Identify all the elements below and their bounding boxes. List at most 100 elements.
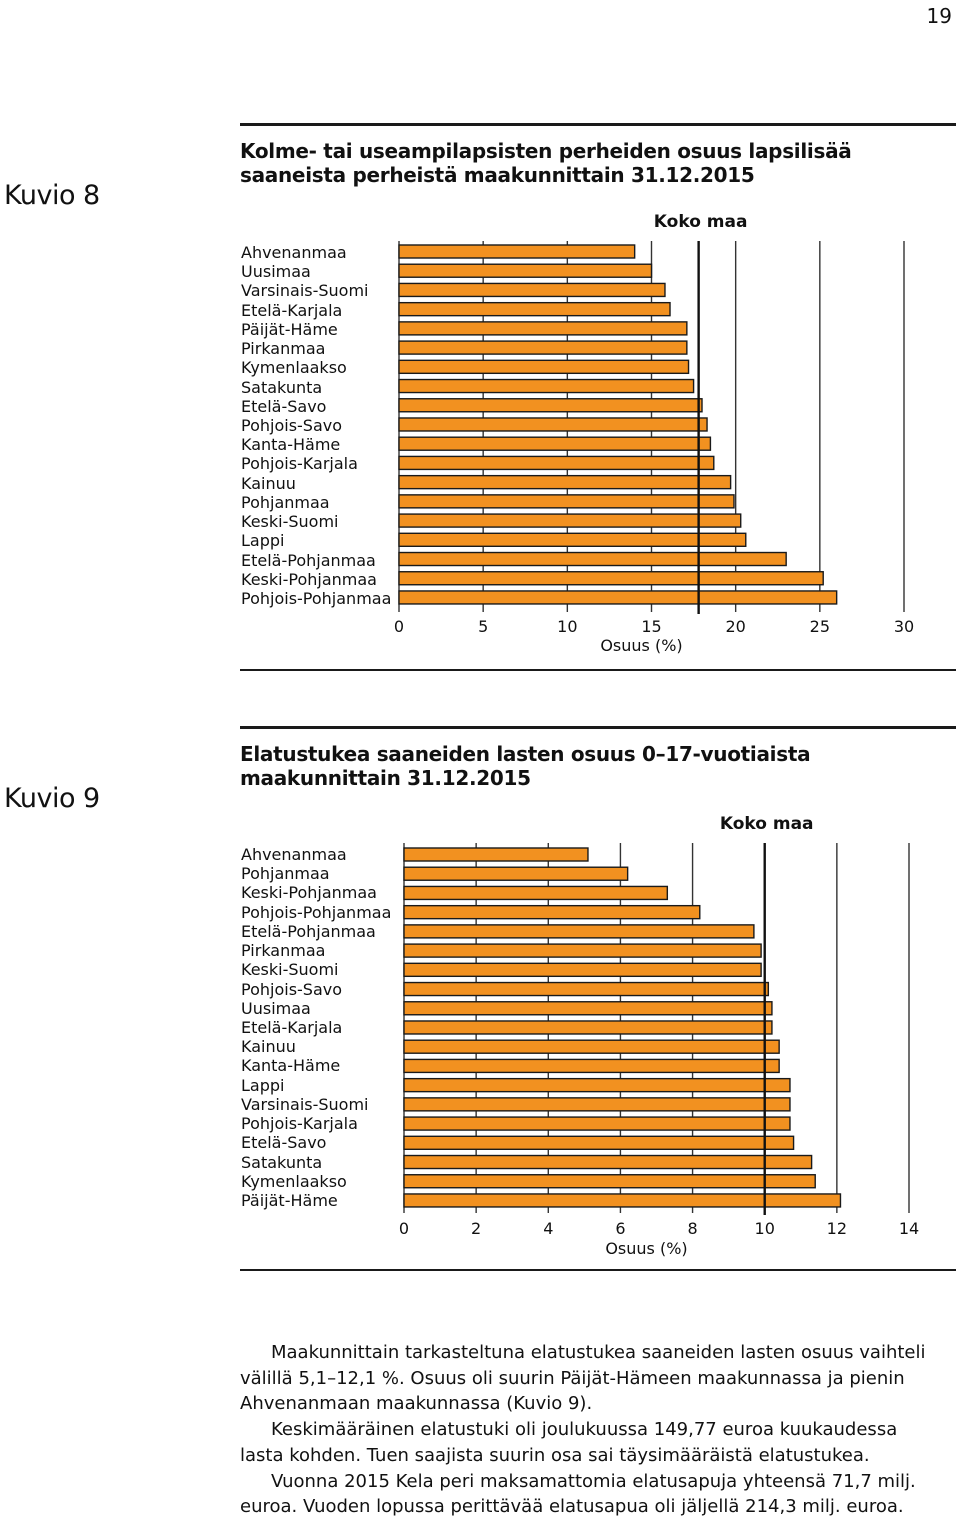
category-label: Etelä-Savo — [241, 1133, 327, 1153]
page-number: 19 — [926, 4, 952, 28]
category-label: Kainuu — [241, 1037, 296, 1057]
category-label: Pohjois-Pohjanmaa — [241, 588, 392, 608]
category-label: Etelä-Savo — [241, 396, 327, 416]
category-label: Kanta-Häme — [241, 1056, 341, 1076]
figure-8-title: Kolme- tai useampilapsisten perheiden os… — [240, 139, 852, 187]
bar — [403, 1097, 791, 1112]
category-label: Ahvenanmaa — [241, 243, 347, 262]
bar — [403, 885, 669, 901]
x-tick-label: 8 — [687, 1219, 697, 1238]
category-label: Pohjanmaa — [241, 492, 330, 512]
x-tick-label: 10 — [755, 1219, 775, 1238]
x-tick-label: 4 — [543, 1219, 553, 1238]
bar — [398, 378, 695, 394]
figure-8-label: Kuvio 8 — [4, 180, 100, 211]
reference-line-label: Koko maa — [720, 814, 814, 834]
bar — [403, 943, 762, 958]
bar — [403, 981, 770, 997]
bar — [403, 904, 701, 920]
category-label: Keski-Suomi — [241, 960, 339, 980]
category-label: Kainuu — [241, 473, 296, 493]
category-label: Keski-Suomi — [241, 512, 339, 532]
x-axis-label: Osuus (%) — [600, 636, 682, 655]
category-label: Pirkanmaa — [241, 941, 326, 961]
bar — [403, 1193, 842, 1208]
bar — [403, 1116, 791, 1131]
category-label: Lappi — [241, 531, 285, 551]
bar — [398, 436, 712, 451]
category-label: Etelä-Pohjanmaa — [241, 921, 376, 941]
x-tick-label: 25 — [810, 617, 830, 636]
category-label: Päijät-Häme — [241, 1190, 338, 1210]
bar — [403, 1058, 780, 1074]
category-label: Lappi — [241, 1075, 285, 1095]
bar — [403, 924, 755, 939]
category-label: Satakunta — [241, 377, 323, 397]
bar — [403, 1077, 791, 1093]
bar — [398, 494, 735, 509]
figure-8-bottom-rule — [240, 669, 956, 671]
category-label: Keski-Pohjanmaa — [241, 569, 377, 589]
x-tick-label: 20 — [725, 617, 745, 636]
category-label: Kymenlaakso — [241, 358, 347, 378]
bar — [398, 340, 688, 355]
bar — [403, 1174, 816, 1189]
figure-8-category-labels: Ahvenanmaa Uusimaa Varsinais-Suomi Etelä-Ka… — [241, 243, 391, 608]
bar — [398, 282, 666, 298]
figure-9-chart: 0 2 4 6 8 10 12 14 Koko maa Osuus (%) — [399, 814, 919, 1258]
bar — [398, 513, 742, 528]
category-label: Satakunta — [241, 1152, 323, 1172]
bar — [398, 244, 636, 259]
bar — [403, 847, 589, 862]
category-label: Keski-Pohjanmaa — [241, 883, 377, 903]
category-label: Kanta-Häme — [241, 435, 341, 455]
x-tick-label: 0 — [394, 617, 404, 636]
paragraph-2: Keskimääräinen elatustuki oli joulukuuss… — [240, 1419, 898, 1466]
x-tick-label: 5 — [478, 617, 488, 636]
category-label: Pohjanmaa — [241, 864, 330, 884]
bar — [398, 359, 690, 375]
bar — [398, 455, 715, 471]
x-axis-label: Osuus (%) — [605, 1239, 687, 1258]
reference-line-label: Koko maa — [654, 212, 748, 232]
bar — [398, 551, 787, 567]
category-label: Ahvenanmaa — [241, 845, 347, 864]
paragraph-3: Vuonna 2015 Kela peri maksamattomia elat… — [240, 1470, 916, 1518]
category-label: Uusimaa — [241, 262, 311, 282]
x-tick-label: 0 — [399, 1219, 409, 1238]
category-label: Etelä-Karjala — [241, 1017, 343, 1037]
body-text: Maakunnittain tarkasteltuna elatustukea … — [240, 1340, 940, 1520]
figure-9-bottom-rule — [240, 1269, 956, 1271]
bar — [403, 1039, 780, 1054]
x-tick-label: 6 — [615, 1219, 625, 1238]
bar — [403, 1154, 813, 1170]
category-label: Kymenlaakso — [241, 1171, 347, 1191]
category-label: Varsinais-Suomi — [241, 281, 369, 301]
x-tick-label: 2 — [471, 1219, 481, 1238]
figure-8-chart: 0 5 10 15 20 25 30 Koko maa Osuus (%) — [394, 212, 914, 655]
figure-9-top-rule — [240, 726, 956, 729]
bar — [398, 398, 703, 413]
category-label: Etelä-Karjala — [241, 300, 343, 320]
x-tick-label: 14 — [899, 1219, 919, 1238]
category-label: Päijät-Häme — [241, 319, 338, 339]
bar — [398, 263, 653, 278]
x-tick-label: 12 — [827, 1219, 847, 1238]
bar — [398, 571, 824, 586]
bar — [398, 417, 708, 432]
bar — [403, 962, 762, 978]
bar — [403, 1020, 773, 1035]
bar — [398, 532, 747, 547]
category-label: Varsinais-Suomi — [241, 1094, 369, 1114]
figure-9-category-labels: Ahvenanmaa Pohjanmaa Keski-Pohjanmaa Pohjoi… — [241, 845, 391, 1210]
category-label: Uusimaa — [241, 998, 311, 1018]
paragraph-1: Maakunnittain tarkasteltuna elatustukea … — [240, 1342, 926, 1415]
x-tick-label: 30 — [894, 617, 914, 636]
figure-9-label: Kuvio 9 — [4, 783, 100, 814]
figure-9-title: Elatustukea saaneiden lasten osuus 0–17-… — [240, 742, 811, 790]
category-label: Pirkanmaa — [241, 339, 326, 359]
x-tick-label: 15 — [641, 617, 661, 636]
bar — [403, 1001, 773, 1016]
category-label: Pohjois-Savo — [241, 979, 343, 999]
bar — [398, 590, 838, 605]
